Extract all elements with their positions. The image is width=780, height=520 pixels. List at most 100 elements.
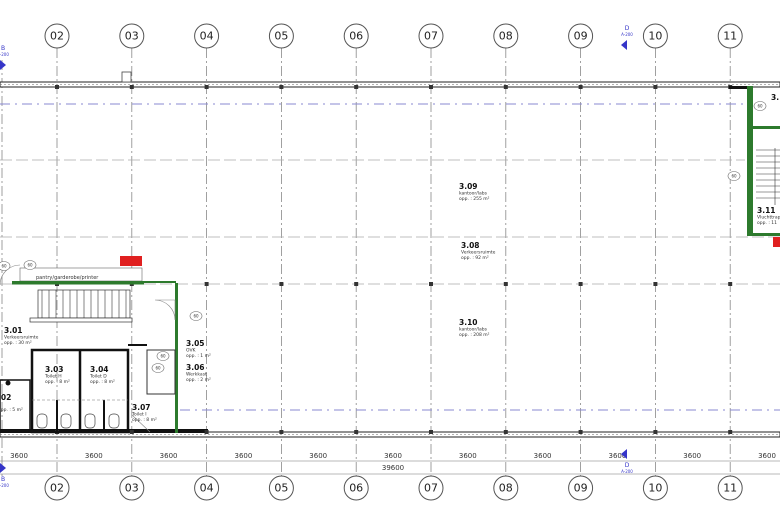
section-letter: B	[1, 476, 5, 483]
grid-bubble-08	[493, 475, 519, 501]
grid-label: 03	[125, 482, 139, 495]
door-tag: 60	[189, 311, 203, 321]
grid-label: 10	[648, 482, 662, 495]
column	[354, 430, 359, 434]
section-marker[interactable]: BA-200	[0, 463, 9, 488]
room-number: 3.04	[90, 365, 109, 374]
dimension-segment: 3600	[384, 452, 402, 460]
room-label-.02[interactable]: .02 opp. : 5 m²	[0, 393, 23, 413]
column	[503, 430, 508, 434]
stair	[37, 289, 131, 319]
column	[653, 85, 658, 89]
room-name: Verkeersruimte	[4, 335, 39, 341]
room-area: opp. : 2 m²	[186, 377, 211, 383]
grid-label: 07	[424, 30, 438, 43]
room-label-3.[interactable]: 3.	[771, 93, 779, 102]
section-marker[interactable]: BA-200	[0, 45, 9, 70]
room-number: 3.03	[45, 365, 64, 374]
section-sheet: A-200	[0, 483, 9, 488]
grid-label: 11	[723, 30, 737, 43]
column	[429, 85, 433, 89]
room-area: opp. : 8 m²	[90, 379, 115, 385]
room-name: Toilet D	[89, 374, 107, 380]
door-tag: 60	[727, 171, 741, 181]
grid-bubble-11	[717, 23, 743, 49]
dimension-total: 39600	[382, 464, 404, 472]
column	[204, 282, 209, 286]
grid-label: 02	[50, 30, 64, 43]
room-name: Verkeersruimte	[461, 250, 496, 256]
column	[578, 430, 583, 434]
grid-label: 05	[274, 482, 288, 495]
room-name: OVK	[186, 348, 197, 354]
room-number: 3.01	[4, 326, 23, 335]
section-arrow-icon	[0, 60, 6, 70]
section-marker[interactable]: DA-200	[621, 25, 633, 50]
column	[55, 85, 59, 89]
fire-extinguisher-icon	[773, 237, 780, 247]
grid-label: 06	[349, 30, 363, 43]
room-area: opp. : 30 m²	[4, 340, 32, 346]
grid-bubble-04	[194, 475, 220, 501]
room-number: 3.07	[132, 403, 151, 412]
column	[129, 430, 134, 434]
column	[503, 85, 508, 89]
svg-text:60: 60	[155, 366, 161, 371]
grid-bubble-02	[44, 23, 70, 49]
grid-bubble-07	[418, 23, 444, 49]
dimension-segment: 3600	[534, 452, 552, 460]
dimension-segment: 3600	[683, 452, 701, 460]
grid-label: 05	[274, 30, 288, 43]
room-name: kantoor/labs	[459, 327, 488, 333]
section-letter: D	[625, 25, 630, 32]
column	[728, 430, 733, 434]
grid-label: 08	[499, 30, 513, 43]
columns	[55, 85, 733, 434]
room-area: opp. : 1 m²	[186, 353, 211, 359]
dimension-segment: 3600	[85, 452, 103, 460]
toilet-icon	[108, 413, 120, 429]
grid-bubble-07	[418, 475, 444, 501]
door-tag: 60	[156, 351, 170, 361]
toilet-icon	[36, 413, 48, 429]
section-sheet: A-200	[621, 32, 633, 37]
room-number: 3.09	[459, 182, 478, 191]
section-marker[interactable]: DA-200	[621, 449, 633, 474]
section-letter: D	[625, 462, 630, 469]
room-number: 3.	[771, 93, 779, 102]
room-number: 3.08	[461, 241, 480, 250]
door-tag: 60	[753, 101, 767, 111]
facade-top	[0, 71, 780, 88]
column	[578, 282, 583, 286]
column	[503, 282, 508, 286]
column	[129, 85, 134, 89]
column	[429, 430, 433, 434]
section-arrow-icon	[621, 40, 627, 50]
column	[279, 430, 284, 434]
column	[578, 85, 583, 89]
column	[653, 282, 658, 286]
column	[653, 430, 658, 434]
grid-label: 09	[574, 482, 588, 495]
door-tag: 60	[151, 363, 165, 373]
grid-bubble-10	[642, 475, 668, 501]
room-name: Vluchttrap	[757, 215, 780, 221]
room-number: 3.05	[186, 339, 205, 348]
column	[204, 430, 209, 434]
toilet-icon	[84, 413, 96, 429]
grid-label: 09	[574, 30, 588, 43]
room-area: opp. : 92 m²	[461, 255, 489, 261]
core-right	[729, 86, 780, 236]
grid-bubble-10	[642, 23, 668, 49]
